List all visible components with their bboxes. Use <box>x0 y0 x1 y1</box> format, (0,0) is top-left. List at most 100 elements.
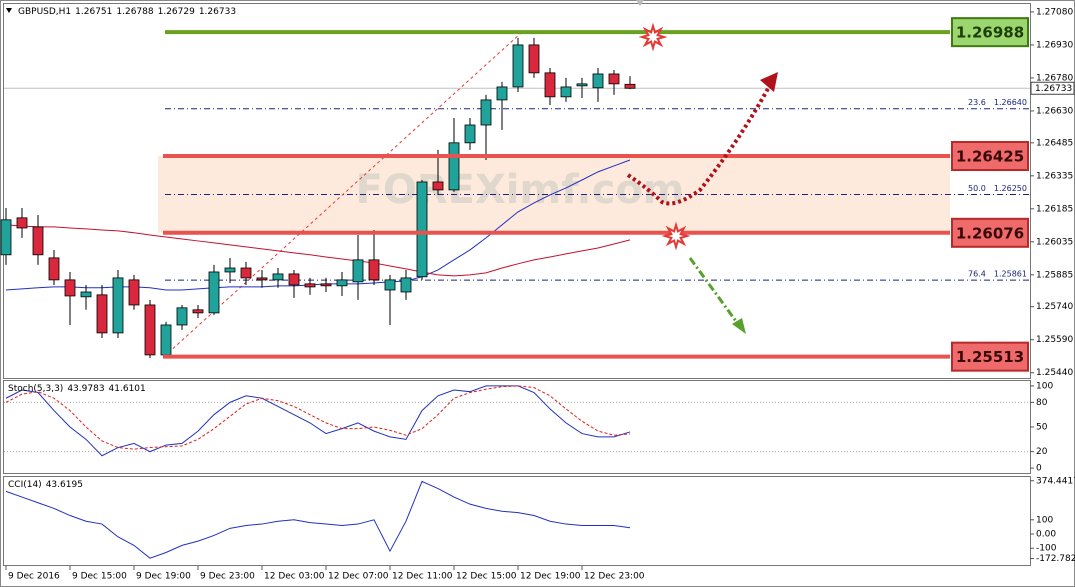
candle-body <box>128 279 140 306</box>
y-tick-label: -100 <box>1036 544 1057 554</box>
y-tick-label: 100 <box>1036 515 1053 525</box>
y-tick-label: 100 <box>1036 381 1053 391</box>
x-tick-label: 12 Dec 23:00 <box>584 572 645 582</box>
candle-body <box>448 142 460 191</box>
moving-average <box>5 159 631 291</box>
header-low: 1.26729 <box>158 7 195 17</box>
candle-body <box>560 86 572 98</box>
candle-body <box>144 304 156 356</box>
level-box <box>951 217 1029 248</box>
symbol: GBPUSD,H1 <box>18 7 71 17</box>
y-tick-label: -172.7827 <box>1036 554 1075 564</box>
green-arrow <box>688 257 740 325</box>
indicator-value: 41.6101 <box>109 384 146 394</box>
candle-body <box>96 294 108 334</box>
x-tick-label: 9 Dec 19:00 <box>136 572 191 582</box>
candle-body <box>112 277 124 334</box>
current-price-box <box>1030 81 1075 95</box>
watermark: FOREXimf.com <box>356 167 685 213</box>
candle-body <box>512 44 524 88</box>
candle-body <box>80 291 92 298</box>
candle-body <box>368 259 380 281</box>
level-box <box>951 17 1029 48</box>
header-high: 1.26788 <box>116 7 153 17</box>
candle-body <box>288 273 300 286</box>
candle-body <box>576 83 588 87</box>
indicator-line <box>5 385 631 457</box>
candle-body <box>496 86 508 101</box>
main-panel <box>3 3 1031 379</box>
level-label: 1.26988 <box>956 24 1024 42</box>
candle-body <box>544 72 556 98</box>
y-tick-label: 1.25590 <box>1036 335 1073 345</box>
candle-body <box>464 124 476 144</box>
candle-body <box>16 217 28 229</box>
candle-body <box>48 257 60 281</box>
y-tick-label: 20 <box>1036 447 1048 457</box>
y-tick-label: 1.25740 <box>1036 302 1073 312</box>
candle-body <box>224 267 236 273</box>
starburst <box>661 221 691 251</box>
current-price-label: 1.26733 <box>1035 84 1072 94</box>
indicator-line <box>5 480 631 559</box>
level-label: 1.25513 <box>956 348 1024 366</box>
header-open: 1.26751 <box>75 7 112 17</box>
level-label: 1.26076 <box>956 224 1024 242</box>
y-tick-label: 374.4417 <box>1036 476 1075 486</box>
x-tick-label: 12 Dec 19:00 <box>520 572 581 582</box>
candle-body <box>208 271 220 314</box>
header-close: 1.26733 <box>199 7 236 17</box>
y-tick-label: 1.26930 <box>1036 40 1073 50</box>
x-tick-label: 12 Dec 07:00 <box>328 572 389 582</box>
candle-body <box>592 73 604 89</box>
candle-body <box>624 83 636 89</box>
x-tick-label: 9 Dec 15:00 <box>72 572 127 582</box>
candle-body <box>160 324 172 356</box>
candle-body <box>352 259 364 283</box>
candle-body <box>64 279 76 297</box>
candle-body <box>32 226 44 256</box>
starburst <box>638 22 668 52</box>
level-label: 1.26425 <box>956 148 1024 166</box>
indicator-value: 43.9783 <box>67 384 104 394</box>
x-tick-label: 9 Dec 2016 <box>8 572 60 582</box>
candle-body <box>256 277 268 281</box>
indicator-name: CCI(14) <box>8 480 42 490</box>
candle-body <box>480 99 492 126</box>
moving-average <box>5 224 631 277</box>
fib-value: 1.26250 <box>994 184 1027 193</box>
level-box <box>951 141 1029 172</box>
candle-body <box>240 267 252 279</box>
y-tick-label: 1.25440 <box>1036 368 1073 378</box>
header-arrow <box>6 8 12 13</box>
y-tick-label: 80 <box>1036 398 1048 408</box>
green-arrow-head <box>732 318 746 334</box>
indicator-value: 43.6195 <box>46 480 83 490</box>
candle-body <box>192 309 204 314</box>
fib-level: 23.6 <box>968 98 986 107</box>
y-tick-label: 1.25885 <box>1036 270 1073 280</box>
candle-body <box>0 219 12 256</box>
top-marker <box>636 0 644 6</box>
candle-body <box>608 73 620 85</box>
red-arrow <box>626 84 772 206</box>
candle-body <box>528 44 540 74</box>
candle-body <box>336 279 348 287</box>
indicator-line <box>5 385 631 450</box>
fib-trend <box>163 31 523 358</box>
y-tick-label: 0 <box>1036 464 1042 474</box>
fib-value: 1.25861 <box>994 270 1027 279</box>
fib-level: 50.0 <box>968 184 986 193</box>
y-tick-label: 0.00 <box>1036 530 1056 540</box>
x-tick-label: 12 Dec 03:00 <box>264 572 325 582</box>
header: GBPUSD,H1 1.26751 1.26788 1.26729 1.26733 <box>18 7 236 17</box>
fib-value: 1.26640 <box>994 98 1027 107</box>
indicator-title: Stoch(5,3,3) 43.9783 41.6101 <box>8 384 146 394</box>
candle-body <box>416 181 428 278</box>
candle-body <box>320 283 332 287</box>
indicator-name: Stoch(5,3,3) <box>8 384 63 394</box>
y-tick-label: 1.26780 <box>1036 73 1073 83</box>
